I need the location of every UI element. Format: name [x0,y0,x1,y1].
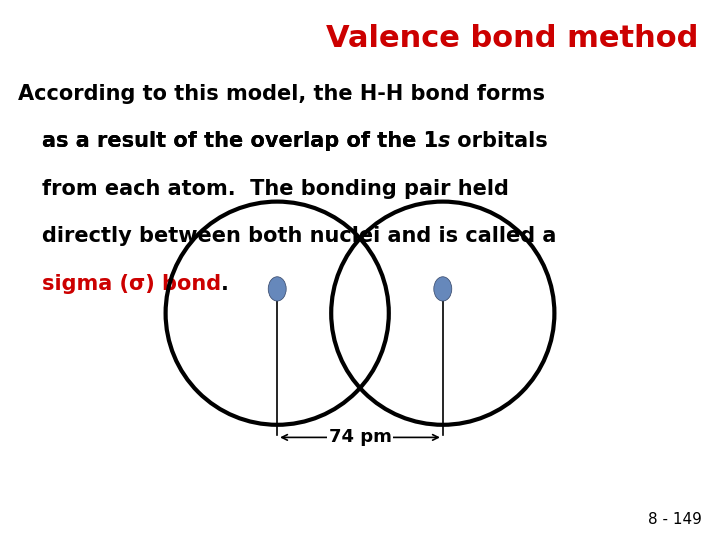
Text: directly between both nuclei and is called a: directly between both nuclei and is call… [42,226,556,246]
Ellipse shape [268,276,287,301]
Text: Valence bond method: Valence bond method [326,24,698,53]
Text: .: . [221,274,229,294]
Ellipse shape [166,201,389,425]
Text: as a result of the overlap of the 1: as a result of the overlap of the 1 [42,131,438,151]
Text: as a result of the overlap of the 1: as a result of the overlap of the 1 [42,131,438,151]
Text: from each atom.  The bonding pair held: from each atom. The bonding pair held [42,179,508,199]
Text: s: s [438,131,450,151]
Text: 74 pm: 74 pm [328,428,392,447]
Text: 8 - 149: 8 - 149 [648,511,702,526]
Text: sigma (σ) bond: sigma (σ) bond [42,274,221,294]
Ellipse shape [331,201,554,425]
Text: According to this model, the H-H bond forms: According to this model, the H-H bond fo… [18,84,545,104]
Ellipse shape [433,276,452,301]
Text: orbitals: orbitals [450,131,548,151]
